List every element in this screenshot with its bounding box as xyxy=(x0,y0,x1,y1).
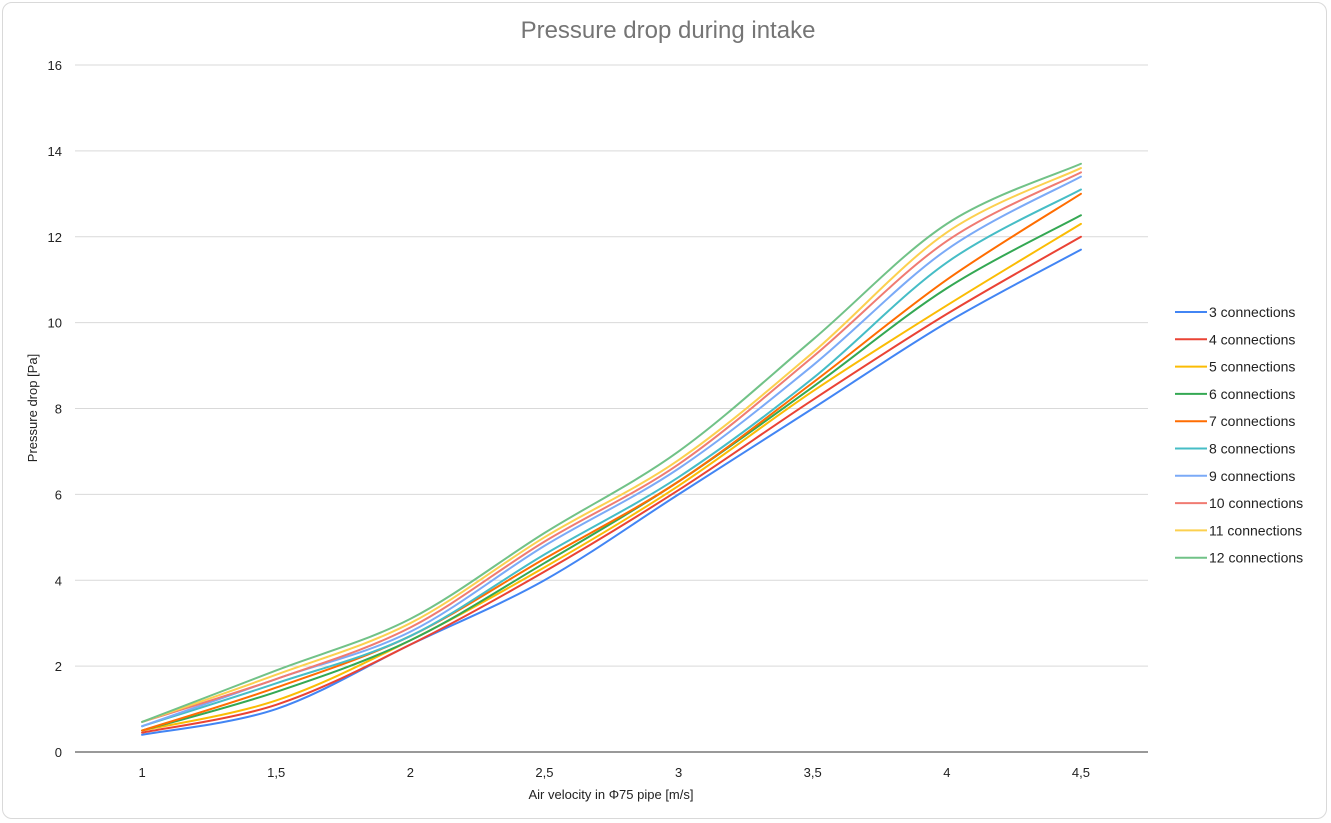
legend-item: 12 connections xyxy=(1175,550,1303,566)
x-tick-label: 2 xyxy=(407,765,414,780)
x-tick-label: 1,5 xyxy=(267,765,285,780)
series-lines xyxy=(141,162,1082,736)
series-line-4 xyxy=(141,214,1082,732)
series-line-1 xyxy=(141,248,1082,736)
x-tick-label: 1 xyxy=(138,765,145,780)
legend-label: 10 connections xyxy=(1209,495,1303,511)
series-line-5 xyxy=(141,192,1082,732)
legend-label: 6 connections xyxy=(1209,386,1295,402)
y-tick-label: 10 xyxy=(48,316,62,331)
y-tick-label: 16 xyxy=(48,58,62,73)
legend-label: 9 connections xyxy=(1209,468,1295,484)
x-axis-ticks: 1 1,5 2 2,5 3 3,5 4 4,5 xyxy=(138,765,1090,780)
series-line-8 xyxy=(141,171,1082,723)
legend-label: 8 connections xyxy=(1209,441,1295,457)
gridlines xyxy=(75,64,1148,753)
y-tick-label: 14 xyxy=(48,144,62,159)
legend: 3 connections 4 connections 5 connections 6… xyxy=(1175,304,1303,566)
legend-item: 5 connections xyxy=(1175,359,1295,375)
series-line-6 xyxy=(141,188,1082,728)
legend-item: 7 connections xyxy=(1175,413,1295,429)
x-tick-label: 4,5 xyxy=(1072,765,1090,780)
series-line-2 xyxy=(141,235,1082,734)
legend-item: 3 connections xyxy=(1175,304,1295,320)
legend-label: 11 connections xyxy=(1209,522,1302,538)
y-axis-ticks: 0 2 4 6 8 10 12 14 16 xyxy=(48,58,62,760)
series-line-3 xyxy=(141,222,1082,732)
y-tick-label: 4 xyxy=(55,573,62,588)
x-axis-label: Air velocity in Φ75 pipe [m/s] xyxy=(529,787,694,802)
legend-label: 3 connections xyxy=(1209,304,1295,320)
legend-item: 10 connections xyxy=(1175,495,1303,511)
x-tick-label: 3 xyxy=(675,765,682,780)
legend-label: 7 connections xyxy=(1209,413,1295,429)
y-tick-label: 8 xyxy=(55,402,62,417)
x-tick-label: 4 xyxy=(943,765,950,780)
series-line-7 xyxy=(141,175,1082,728)
y-tick-label: 6 xyxy=(55,487,62,502)
series-line-10 xyxy=(141,162,1082,723)
legend-label: 4 connections xyxy=(1209,331,1295,347)
legend-item: 9 connections xyxy=(1175,468,1295,484)
legend-item: 11 connections xyxy=(1175,522,1302,538)
series-line-9 xyxy=(141,167,1082,723)
legend-item: 6 connections xyxy=(1175,386,1295,402)
legend-label: 12 connections xyxy=(1209,550,1303,566)
legend-item: 4 connections xyxy=(1175,331,1295,347)
x-tick-label: 2,5 xyxy=(535,765,553,780)
x-tick-label: 3,5 xyxy=(804,765,822,780)
y-tick-label: 12 xyxy=(48,230,62,245)
legend-label: 5 connections xyxy=(1209,359,1295,375)
chart-title: Pressure drop during intake xyxy=(521,17,816,44)
y-tick-label: 0 xyxy=(55,745,62,760)
y-axis-label: Pressure drop [Pa] xyxy=(25,354,40,462)
legend-item: 8 connections xyxy=(1175,441,1295,457)
y-tick-label: 2 xyxy=(55,659,62,674)
